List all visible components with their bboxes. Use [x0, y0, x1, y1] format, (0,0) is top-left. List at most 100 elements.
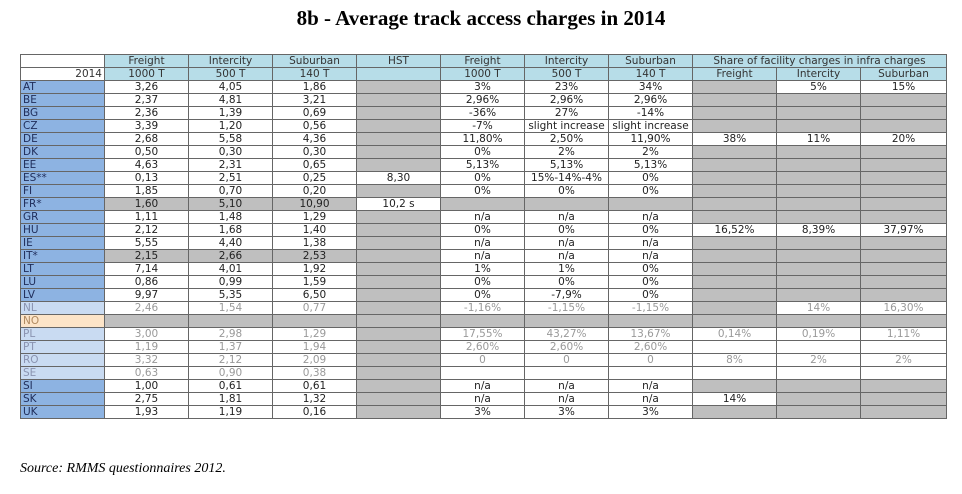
- table-cell: 0,30: [272, 145, 357, 159]
- table-cell: 0,77: [272, 301, 357, 315]
- table-cell: 2,36: [104, 106, 189, 120]
- table-cell: [440, 314, 525, 328]
- table-cell: 1,37: [188, 340, 273, 354]
- table-title: 8b - Average track access charges in 201…: [296, 6, 666, 30]
- table-cell: [776, 405, 861, 419]
- table-row: UK 1,93 1,19 0,16 3% 3% 3%: [20, 405, 947, 419]
- table-cell: 1,00: [104, 379, 189, 393]
- table-cell: 3%: [524, 405, 609, 419]
- table-cell: 3%: [440, 405, 525, 419]
- table-cell: 1,93: [104, 405, 189, 419]
- table-row: LT 7,14 4,01 1,92 1% 1% 0%: [20, 262, 947, 276]
- table-cell: 0,65: [272, 158, 357, 172]
- table-cell: 0: [440, 353, 525, 367]
- table-cell: slight increase: [524, 119, 609, 133]
- table-cell: [776, 171, 861, 185]
- table-cell: 2,66: [188, 249, 273, 263]
- table-cell: [776, 379, 861, 393]
- table-row: CZ 3,39 1,20 0,56 -7% slight increase slight i…: [20, 119, 947, 133]
- table-cell: 0,99: [188, 275, 273, 289]
- table-cell: n/a: [608, 392, 693, 406]
- table-cell: [692, 210, 777, 224]
- table-cell: [860, 340, 947, 354]
- table-cell: -7%: [440, 119, 525, 133]
- country-code: IT*: [20, 249, 105, 263]
- table-cell: [860, 405, 947, 419]
- table-cell: [860, 210, 947, 224]
- table-cell: 13,67%: [608, 327, 693, 341]
- table-cell: [776, 210, 861, 224]
- table-cell: [692, 106, 777, 120]
- table-cell: 1,48: [188, 210, 273, 224]
- table-cell: 37,97%: [860, 223, 947, 237]
- table-cell: 4,40: [188, 236, 273, 250]
- table-cell: [776, 392, 861, 406]
- country-code: ES**: [20, 171, 105, 185]
- table-cell: [692, 158, 777, 172]
- table-cell: 14%: [776, 301, 861, 315]
- table-cell: 11%: [776, 132, 861, 146]
- share-subheader: Freight: [692, 67, 777, 81]
- table-row: SE 0,63 0,90 0,38: [20, 366, 947, 380]
- table-row: SK 2,75 1,81 1,32 n/a n/a n/a 14%: [20, 392, 947, 406]
- col-subheader: 1000 T: [440, 67, 525, 81]
- table-cell: 0: [608, 353, 693, 367]
- table-cell: [860, 379, 947, 393]
- table-cell: 1,68: [188, 223, 273, 237]
- table-cell: 1%: [524, 262, 609, 276]
- table-cell: 4,36: [272, 132, 357, 146]
- table-cell: 3%: [440, 80, 525, 94]
- table-cell: 5,10: [188, 197, 273, 211]
- country-code: BG: [20, 106, 105, 120]
- table-cell: [356, 132, 441, 146]
- table-cell: 43,27%: [524, 327, 609, 341]
- table-cell: n/a: [524, 249, 609, 263]
- table-cell: 5%: [776, 80, 861, 94]
- table-cell: 0,56: [272, 119, 357, 133]
- table-row: LU 0,86 0,99 1,59 0% 0% 0%: [20, 275, 947, 289]
- table-cell: [188, 314, 273, 328]
- col-subheader: 500 T: [524, 67, 609, 81]
- table-cell: 1,20: [188, 119, 273, 133]
- table-cell: [776, 236, 861, 250]
- table-cell: 6,50: [272, 288, 357, 302]
- table-cell: 2,12: [188, 353, 273, 367]
- table-cell: 1,29: [272, 210, 357, 224]
- table-cell: -14%: [608, 106, 693, 120]
- country-code: CZ: [20, 119, 105, 133]
- table-row: BE 2,37 4,81 3,21 2,96% 2,96% 2,96%: [20, 93, 947, 107]
- table-cell: n/a: [440, 379, 525, 393]
- table-cell: 17,55%: [440, 327, 525, 341]
- table-cell: [860, 249, 947, 263]
- country-code: NL: [20, 301, 105, 315]
- country-code: PT: [20, 340, 105, 354]
- col-header: Freight: [104, 54, 189, 68]
- table-cell: [860, 106, 947, 120]
- header-corner: [20, 54, 105, 68]
- table-cell: 3,26: [104, 80, 189, 94]
- table-cell: 1,85: [104, 184, 189, 198]
- table-row: FR* 1,60 5,10 10,90 10,2 s: [20, 197, 947, 211]
- table-cell: 2,50%: [524, 132, 609, 146]
- table-cell: 1,92: [272, 262, 357, 276]
- table-cell: [776, 275, 861, 289]
- table-row: EE 4,63 2,31 0,65 5,13% 5,13% 5,13%: [20, 158, 947, 172]
- table-cell: 0,69: [272, 106, 357, 120]
- table-cell: 2%: [608, 145, 693, 159]
- country-code: SI: [20, 379, 105, 393]
- table-cell: 0%: [440, 184, 525, 198]
- table-cell: [356, 314, 441, 328]
- table-cell: 2,98: [188, 327, 273, 341]
- col-header: Intercity: [524, 54, 609, 68]
- table-cell: 2,60%: [608, 340, 693, 354]
- table-cell: 0%: [608, 223, 693, 237]
- table-cell: [356, 93, 441, 107]
- table-cell: 0,14%: [692, 327, 777, 341]
- table-row: AT 3,26 4,05 1,86 3% 23% 34% 5% 15%: [20, 80, 947, 94]
- table-cell: 11,80%: [440, 132, 525, 146]
- table-cell: [776, 158, 861, 172]
- country-code: DK: [20, 145, 105, 159]
- table-cell: [860, 145, 947, 159]
- table-cell: 5,13%: [440, 158, 525, 172]
- table-cell: [692, 145, 777, 159]
